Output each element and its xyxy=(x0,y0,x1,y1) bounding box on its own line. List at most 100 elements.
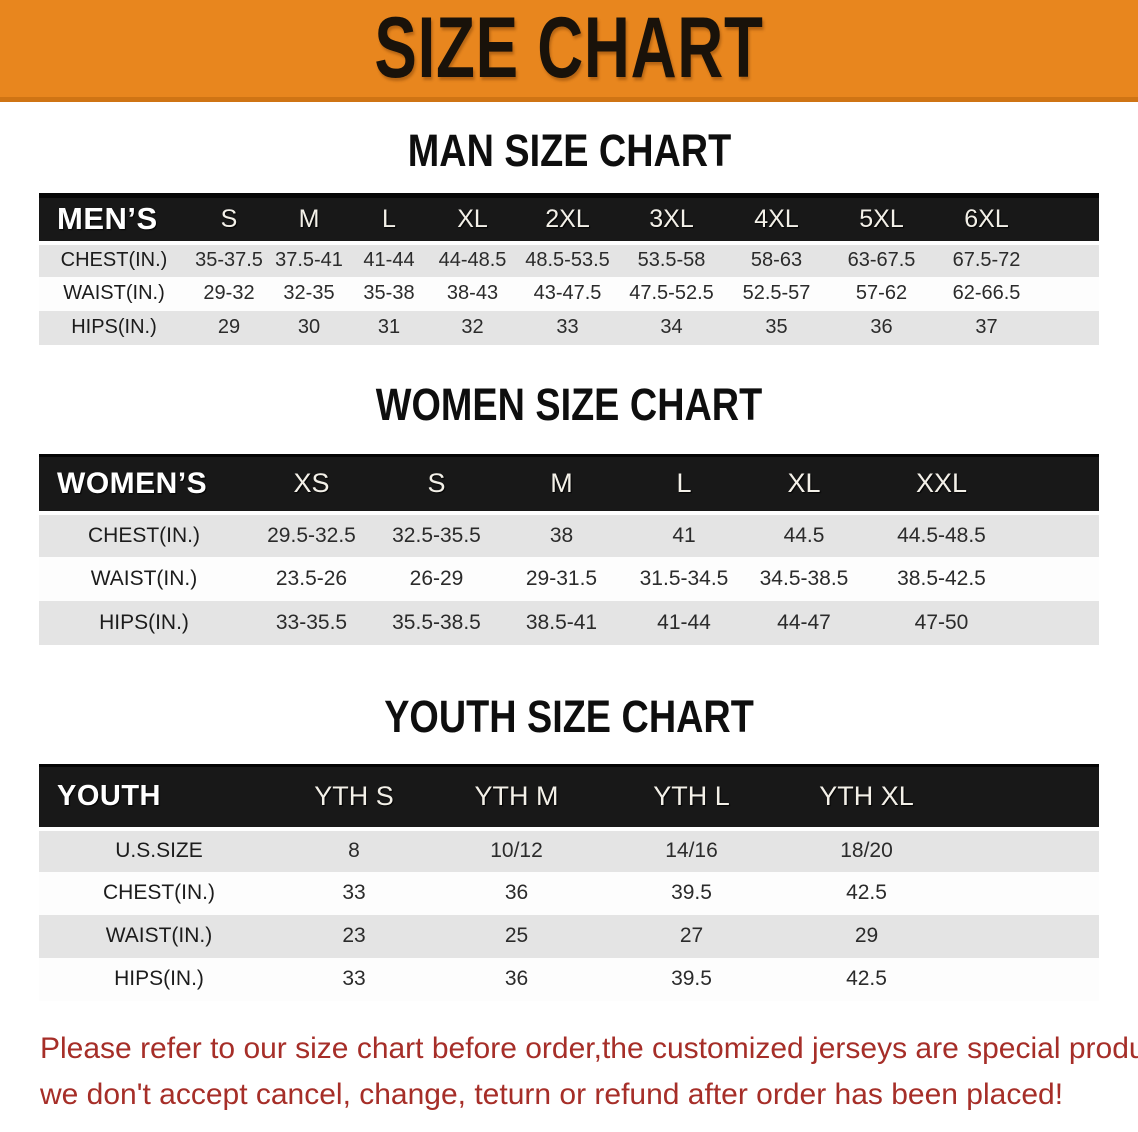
size-value-cell: 34 xyxy=(619,310,724,345)
size-value-cell: 41-44 xyxy=(349,242,429,277)
table-row: CHEST(IN.) 29.5-32.5 32.5-35.5 38 41 44.… xyxy=(39,513,1099,557)
women-group-label: WOMEN’S xyxy=(39,453,249,515)
size-value-cell: 29 xyxy=(189,310,269,345)
disclaimer-line-1: Please refer to our size chart before or… xyxy=(40,1031,1138,1065)
table-row: HIPS(IN.) 29 30 31 32 33 34 35 36 37 xyxy=(39,310,1099,345)
row-label: CHEST(IN.) xyxy=(39,871,279,915)
size-value-cell: 58-63 xyxy=(724,242,829,277)
size-value-cell: 8 xyxy=(279,828,429,872)
size-value-cell: 38-43 xyxy=(429,276,516,311)
spacer-cell xyxy=(954,828,1099,872)
size-value-cell: 32.5-35.5 xyxy=(374,513,499,557)
size-value-cell: 33-35.5 xyxy=(249,601,374,645)
size-value-cell: 37.5-41 xyxy=(269,242,349,277)
size-value-cell: 34.5-38.5 xyxy=(744,557,864,601)
spacer-cell xyxy=(954,764,1099,831)
table-row: WAIST(IN.) 29-32 32-35 35-38 38-43 43-47… xyxy=(39,276,1099,311)
size-value-cell: 36 xyxy=(829,310,934,345)
size-value-cell: 67.5-72 xyxy=(934,242,1039,277)
size-value-cell: 42.5 xyxy=(779,871,954,915)
row-label: CHEST(IN.) xyxy=(39,242,189,277)
size-column-header: 3XL xyxy=(619,193,724,245)
size-column-header: L xyxy=(349,193,429,245)
disclaimer: Please refer to our size chart before or… xyxy=(40,1026,1138,1118)
spacer-cell xyxy=(1039,310,1099,345)
size-column-header: YTH M xyxy=(429,764,604,831)
men-group-label: MEN’S xyxy=(39,193,189,245)
size-value-cell: 38.5-42.5 xyxy=(864,557,1019,601)
table-row: HIPS(IN.) 33 36 39.5 42.5 xyxy=(39,957,1099,1001)
size-value-cell: 47.5-52.5 xyxy=(619,276,724,311)
size-value-cell: 33 xyxy=(516,310,619,345)
size-value-cell: 52.5-57 xyxy=(724,276,829,311)
size-value-cell: 44.5 xyxy=(744,513,864,557)
size-value-cell: 39.5 xyxy=(604,957,779,1001)
row-label: HIPS(IN.) xyxy=(39,310,189,345)
size-value-cell: 57-62 xyxy=(829,276,934,311)
size-value-cell: 53.5-58 xyxy=(619,242,724,277)
spacer-cell xyxy=(1019,601,1099,645)
size-value-cell: 41 xyxy=(624,513,744,557)
size-column-header: S xyxy=(189,193,269,245)
size-column-header: XS xyxy=(249,453,374,515)
spacer-cell xyxy=(1039,242,1099,277)
size-value-cell: 23.5-26 xyxy=(249,557,374,601)
row-label: WAIST(IN.) xyxy=(39,276,189,311)
spacer-cell xyxy=(1019,513,1099,557)
size-value-cell: 35 xyxy=(724,310,829,345)
youth-header-row: YOUTH YTH S YTH M YTH L YTH XL xyxy=(39,764,1099,831)
size-value-cell: 29 xyxy=(779,914,954,958)
men-header-row: MEN’S S M L XL 2XL 3XL 4XL 5XL 6XL xyxy=(39,193,1099,245)
spacer-cell xyxy=(954,871,1099,915)
size-column-header: XL xyxy=(744,453,864,515)
table-row: WAIST(IN.) 23 25 27 29 xyxy=(39,914,1099,958)
row-label: CHEST(IN.) xyxy=(39,513,249,557)
size-value-cell: 29.5-32.5 xyxy=(249,513,374,557)
size-column-header: 4XL xyxy=(724,193,829,245)
disclaimer-line-2: we don't accept cancel, change, teturn o… xyxy=(40,1077,1064,1111)
size-value-cell: 37 xyxy=(934,310,1039,345)
size-value-cell: 36 xyxy=(429,871,604,915)
size-chart-banner: SIZE CHART xyxy=(0,0,1138,102)
size-column-header: XXL xyxy=(864,453,1019,515)
size-value-cell: 36 xyxy=(429,957,604,1001)
spacer-cell xyxy=(954,914,1099,958)
size-value-cell: 18/20 xyxy=(779,828,954,872)
size-value-cell: 14/16 xyxy=(604,828,779,872)
size-value-cell: 44-48.5 xyxy=(429,242,516,277)
size-value-cell: 38.5-41 xyxy=(499,601,624,645)
size-value-cell: 38 xyxy=(499,513,624,557)
table-row: CHEST(IN.) 35-37.5 37.5-41 41-44 44-48.5… xyxy=(39,242,1099,277)
size-column-header: S xyxy=(374,453,499,515)
size-column-header: 6XL xyxy=(934,193,1039,245)
size-column-header: L xyxy=(624,453,744,515)
row-label: WAIST(IN.) xyxy=(39,557,249,601)
size-column-header: XL xyxy=(429,193,516,245)
size-value-cell: 44.5-48.5 xyxy=(864,513,1019,557)
size-column-header: M xyxy=(499,453,624,515)
size-value-cell: 33 xyxy=(279,957,429,1001)
size-value-cell: 33 xyxy=(279,871,429,915)
size-column-header: M xyxy=(269,193,349,245)
spacer-cell xyxy=(954,957,1099,1001)
women-section-heading-text: WOMEN SIZE CHART xyxy=(375,378,763,430)
size-value-cell: 25 xyxy=(429,914,604,958)
size-column-header: 5XL xyxy=(829,193,934,245)
size-value-cell: 35-37.5 xyxy=(189,242,269,277)
size-value-cell: 10/12 xyxy=(429,828,604,872)
size-column-header: 2XL xyxy=(516,193,619,245)
spacer-cell xyxy=(1019,453,1099,515)
size-value-cell: 31 xyxy=(349,310,429,345)
row-label: WAIST(IN.) xyxy=(39,914,279,958)
men-size-table: MEN’S S M L XL 2XL 3XL 4XL 5XL 6XL CHEST… xyxy=(39,193,1099,345)
women-size-table: WOMEN’S XS S M L XL XXL CHEST(IN.) 29.5-… xyxy=(39,453,1099,645)
table-row: U.S.SIZE 8 10/12 14/16 18/20 xyxy=(39,828,1099,872)
size-value-cell: 35.5-38.5 xyxy=(374,601,499,645)
row-label: HIPS(IN.) xyxy=(39,601,249,645)
size-value-cell: 30 xyxy=(269,310,349,345)
row-label: HIPS(IN.) xyxy=(39,957,279,1001)
size-value-cell: 32 xyxy=(429,310,516,345)
size-value-cell: 27 xyxy=(604,914,779,958)
size-value-cell: 32-35 xyxy=(269,276,349,311)
size-value-cell: 26-29 xyxy=(374,557,499,601)
